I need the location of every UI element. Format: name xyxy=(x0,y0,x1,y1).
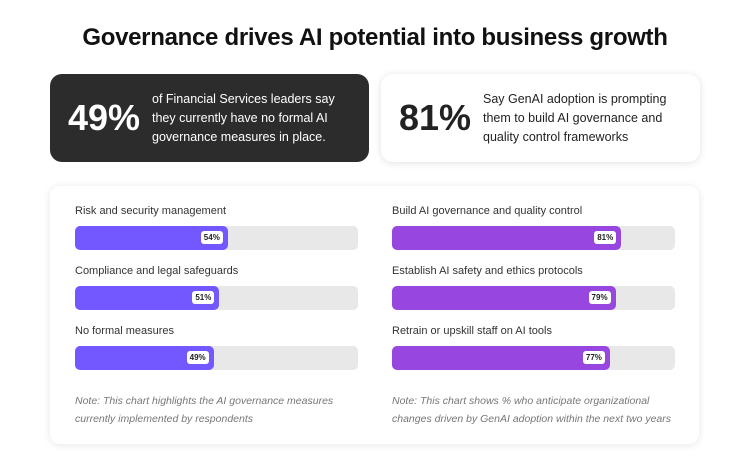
bar-label: Establish AI safety and ethics protocols xyxy=(392,265,583,277)
bar-track: 77% xyxy=(392,346,675,370)
bar: 51% xyxy=(75,286,220,310)
charts-panel: Risk and security management 54% Complian… xyxy=(50,186,699,444)
bar-row: Risk and security management 54% xyxy=(75,204,358,264)
bar-row: No formal measures 49% xyxy=(75,324,358,384)
chart-note-right: Note: This chart shows % who anticipate … xyxy=(392,395,671,425)
bar-row: Establish AI safety and ethics protocols… xyxy=(392,264,675,324)
bar-label: Compliance and legal safeguards xyxy=(75,265,239,277)
bar-value-label: 81% xyxy=(594,231,617,244)
bar-row: Build AI governance and quality control … xyxy=(392,204,675,264)
bar-label: Retrain or upskill staff on AI tools xyxy=(392,325,552,337)
bar-label: Risk and security management xyxy=(75,205,227,217)
bar: 49% xyxy=(75,346,214,370)
bar-track: 51% xyxy=(75,286,358,310)
bar-track: 49% xyxy=(75,346,358,370)
stat-value: 81% xyxy=(398,97,472,138)
bar: 79% xyxy=(392,286,616,310)
stat-text: Say GenAI adoption is prompting them to … xyxy=(483,91,667,144)
stat-text: of Financial Services leaders say they c… xyxy=(152,91,335,144)
bar-value-label: 77% xyxy=(582,351,605,364)
chart-current-measures: Risk and security management 54% Complian… xyxy=(75,204,358,384)
bar-value-label: 54% xyxy=(200,231,223,244)
stat-value: 49% xyxy=(67,97,141,138)
bar-value-label: 49% xyxy=(186,351,209,364)
stat-card-genai-adoption: 81% Say GenAI adoption is prompting them… xyxy=(381,74,700,162)
bar: 77% xyxy=(392,346,610,370)
bar-value-label: 51% xyxy=(192,291,215,304)
chart-anticipated-changes: Build AI governance and quality control … xyxy=(392,204,675,384)
bar-row: Retrain or upskill staff on AI tools 77% xyxy=(392,324,675,384)
bar-label: Build AI governance and quality control xyxy=(392,205,583,217)
page-title: Governance drives AI potential into busi… xyxy=(82,24,668,51)
stat-card-no-governance: 49% of Financial Services leaders say th… xyxy=(50,74,369,162)
bar-label: No formal measures xyxy=(75,325,175,337)
bar-track: 81% xyxy=(392,226,675,250)
bar: 54% xyxy=(75,226,228,250)
chart-note-left: Note: This chart highlights the AI gover… xyxy=(75,395,334,425)
bar-track: 54% xyxy=(75,226,358,250)
bar-row: Compliance and legal safeguards 51% xyxy=(75,264,358,324)
bar: 81% xyxy=(392,226,622,250)
bar-track: 79% xyxy=(392,286,675,310)
bar-value-label: 79% xyxy=(588,291,611,304)
